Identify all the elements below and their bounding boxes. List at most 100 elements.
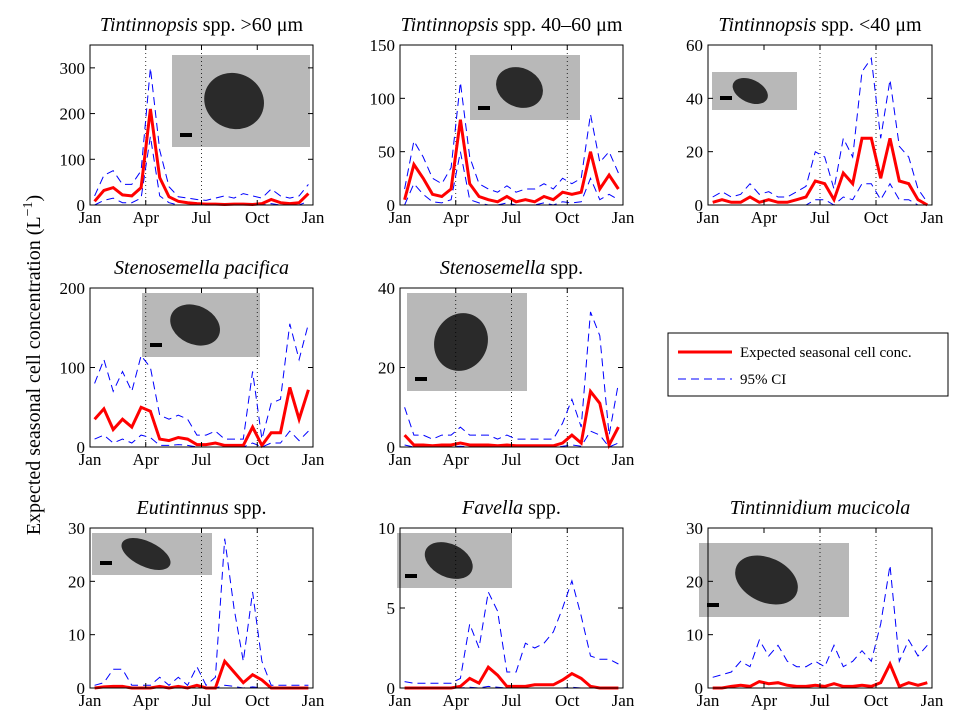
x-tick-label: Jan bbox=[612, 691, 635, 710]
scale-bar bbox=[100, 561, 112, 565]
y-label-end: ) bbox=[23, 195, 45, 202]
x-tick-label: Jan bbox=[612, 208, 635, 227]
x-tick-label: Apr bbox=[133, 208, 160, 227]
x-tick-label: Oct bbox=[245, 691, 270, 710]
legend-box bbox=[667, 332, 949, 397]
x-tick-label: Apr bbox=[443, 691, 470, 710]
title-part: spp. <40 μm bbox=[816, 14, 922, 36]
ci-line bbox=[712, 565, 928, 678]
scale-bar bbox=[707, 603, 719, 607]
inset-organism bbox=[424, 542, 473, 579]
ci-line bbox=[94, 67, 309, 201]
y-label-sup: −1 bbox=[21, 202, 36, 217]
x-tick-label: Jan bbox=[697, 208, 720, 227]
x-tick-label: Jan bbox=[302, 691, 325, 710]
y-tick-label: 0 bbox=[387, 679, 396, 698]
x-tick-label: Jan bbox=[302, 208, 325, 227]
inset-organism bbox=[121, 538, 171, 570]
x-tick-label: Jan bbox=[389, 450, 412, 469]
y-tick-label: 20 bbox=[686, 143, 703, 162]
x-tick-label: Jul bbox=[192, 691, 212, 710]
legend-label: 95% CI bbox=[740, 372, 786, 388]
y-tick-label: 40 bbox=[378, 279, 395, 298]
x-tick-label: Oct bbox=[245, 208, 270, 227]
chart-title: Tintinnopsis spp. <40 μm bbox=[718, 14, 922, 36]
y-tick-label: 0 bbox=[695, 679, 704, 698]
scale-bar bbox=[405, 574, 417, 578]
legend-label: Expected seasonal cell conc. bbox=[740, 345, 912, 361]
chart-title: Tintinnidium mucicola bbox=[730, 497, 911, 519]
scale-bar bbox=[720, 96, 732, 100]
x-tick-label: Jan bbox=[389, 208, 412, 227]
x-tick-label: Jul bbox=[192, 450, 212, 469]
title-part: spp. >60 μm bbox=[198, 14, 304, 36]
title-part: Eutintinnus bbox=[135, 497, 228, 519]
x-tick-label: Jan bbox=[697, 691, 720, 710]
y-tick-label: 0 bbox=[77, 196, 86, 215]
x-tick-label: Jan bbox=[79, 450, 102, 469]
y-tick-label: 30 bbox=[686, 519, 703, 538]
expected-line bbox=[403, 119, 620, 204]
x-tick-label: Jul bbox=[810, 208, 830, 227]
y-tick-label: 300 bbox=[60, 59, 86, 78]
ci-line bbox=[404, 311, 619, 440]
title-part: Favella bbox=[461, 497, 523, 519]
y-tick-label: 200 bbox=[60, 105, 86, 124]
x-tick-label: Jul bbox=[810, 691, 830, 710]
title-part: Stenosemella pacifica bbox=[114, 257, 289, 279]
x-tick-label: Apr bbox=[443, 208, 470, 227]
x-tick-label: Apr bbox=[133, 691, 160, 710]
x-tick-label: Jan bbox=[302, 450, 325, 469]
x-tick-label: Oct bbox=[864, 208, 889, 227]
scale-bar bbox=[415, 377, 427, 381]
scale-bar bbox=[150, 343, 162, 347]
x-tick-label: Jan bbox=[612, 450, 635, 469]
inset-organism bbox=[732, 77, 768, 105]
inset-organism bbox=[170, 304, 220, 346]
x-tick-label: Jan bbox=[921, 208, 944, 227]
x-tick-label: Jul bbox=[192, 208, 212, 227]
y-axis-label: Expected seasonal cell concentration (L−… bbox=[21, 195, 45, 535]
x-tick-label: Oct bbox=[245, 450, 270, 469]
inset-organism bbox=[204, 72, 264, 130]
title-part: spp. bbox=[545, 257, 583, 279]
y-tick-label: 100 bbox=[60, 359, 86, 378]
y-tick-label: 30 bbox=[68, 519, 85, 538]
x-tick-label: Apr bbox=[751, 208, 778, 227]
x-tick-label: Jul bbox=[502, 691, 522, 710]
y-tick-label: 20 bbox=[686, 572, 703, 591]
ci-line bbox=[712, 182, 928, 206]
scale-bar bbox=[478, 106, 490, 110]
x-tick-label: Apr bbox=[443, 450, 470, 469]
chart-title: Stenosemella pacifica bbox=[114, 257, 289, 279]
y-tick-label: 0 bbox=[77, 438, 86, 457]
inset-organism bbox=[434, 313, 488, 371]
chart-title: Favella spp. bbox=[461, 497, 561, 519]
ci-line bbox=[712, 56, 928, 203]
title-part: Tintinnopsis bbox=[401, 14, 499, 36]
chart-title: Eutintinnus spp. bbox=[135, 497, 266, 519]
chart-title: Tintinnopsis spp. >60 μm bbox=[100, 14, 304, 36]
x-tick-label: Jul bbox=[502, 450, 522, 469]
x-tick-label: Oct bbox=[555, 691, 580, 710]
y-tick-label: 40 bbox=[686, 89, 703, 108]
y-tick-label: 10 bbox=[68, 626, 85, 645]
scale-bar bbox=[180, 133, 192, 137]
x-tick-label: Apr bbox=[751, 691, 778, 710]
x-tick-label: Jan bbox=[79, 691, 102, 710]
title-part: spp. 40–60 μm bbox=[498, 14, 623, 36]
title-part: Tintinnopsis bbox=[100, 14, 198, 36]
y-tick-label: 60 bbox=[686, 36, 703, 55]
y-tick-label: 20 bbox=[68, 572, 85, 591]
y-tick-label: 0 bbox=[387, 438, 396, 457]
y-tick-label: 0 bbox=[695, 196, 704, 215]
expected-line bbox=[712, 136, 929, 207]
y-tick-label: 150 bbox=[370, 36, 396, 55]
title-part: Stenosemella bbox=[440, 257, 546, 279]
y-tick-label: 10 bbox=[378, 519, 395, 538]
x-tick-label: Oct bbox=[555, 450, 580, 469]
y-tick-label: 0 bbox=[387, 196, 396, 215]
inset-organism bbox=[496, 67, 543, 108]
y-tick-label: 5 bbox=[387, 599, 396, 618]
x-tick-label: Jan bbox=[79, 208, 102, 227]
